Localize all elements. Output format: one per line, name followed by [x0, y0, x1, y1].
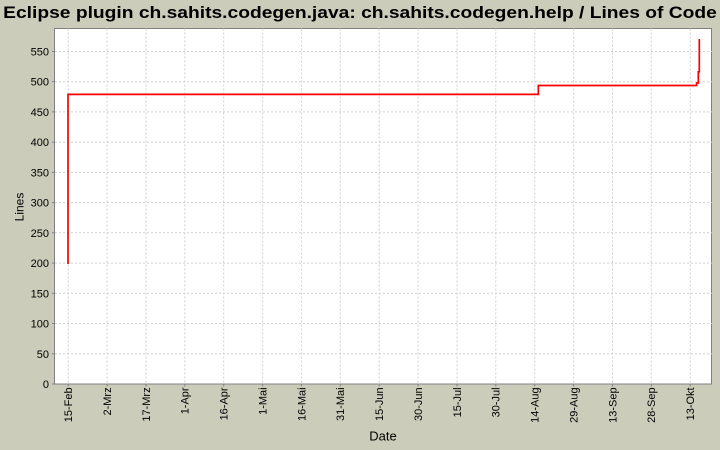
svg-text:30-Jun: 30-Jun	[413, 387, 425, 421]
svg-text:15-Jul: 15-Jul	[452, 387, 464, 417]
svg-text:1-Apr: 1-Apr	[180, 387, 192, 414]
svg-text:29-Aug: 29-Aug	[568, 387, 580, 422]
svg-text:16-Mai: 16-Mai	[296, 387, 308, 421]
svg-text:13-Okt: 13-Okt	[685, 387, 697, 420]
svg-text:17-Mrz: 17-Mrz	[141, 387, 153, 421]
svg-text:1-Mai: 1-Mai	[257, 387, 269, 415]
svg-text:250: 250	[31, 228, 49, 240]
svg-text:15-Jun: 15-Jun	[374, 387, 386, 421]
svg-text:13-Sep: 13-Sep	[607, 387, 619, 422]
svg-text:30-Jul: 30-Jul	[491, 387, 503, 417]
svg-text:100: 100	[31, 319, 49, 331]
svg-text:450: 450	[31, 107, 49, 119]
svg-text:0: 0	[43, 379, 49, 391]
svg-text:16-Apr: 16-Apr	[219, 387, 231, 420]
svg-text:Lines: Lines	[13, 193, 27, 222]
svg-text:2-Mrz: 2-Mrz	[102, 387, 114, 415]
svg-text:350: 350	[31, 167, 49, 179]
svg-text:500: 500	[31, 77, 49, 89]
svg-text:550: 550	[31, 47, 49, 59]
svg-text:400: 400	[31, 137, 49, 149]
svg-text:14-Aug: 14-Aug	[530, 387, 542, 422]
svg-text:Date: Date	[369, 429, 396, 444]
svg-text:300: 300	[31, 198, 49, 210]
svg-text:28-Sep: 28-Sep	[646, 387, 658, 422]
svg-text:50: 50	[37, 349, 49, 361]
svg-text:31-Mai: 31-Mai	[335, 387, 347, 421]
svg-text:150: 150	[31, 288, 49, 300]
svg-text:15-Feb: 15-Feb	[63, 387, 75, 422]
svg-text:200: 200	[31, 258, 49, 270]
svg-text:Eclipse plugin ch.sahits.codeg: Eclipse plugin ch.sahits.codegen.java: c…	[3, 3, 717, 22]
